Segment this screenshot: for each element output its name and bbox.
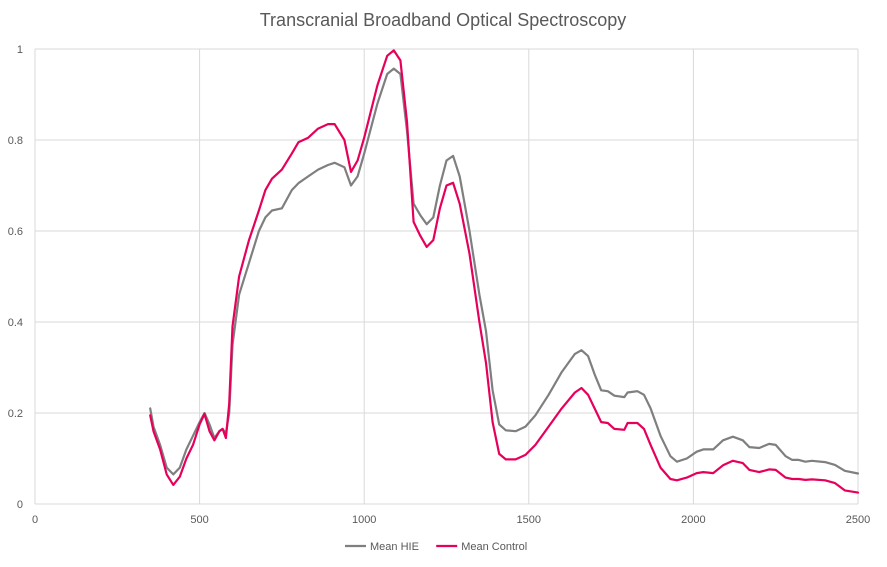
legend-item: Mean HIE <box>345 541 419 553</box>
series-line-mean-hie <box>149 67 860 476</box>
x-tick-label: 0 <box>32 514 38 526</box>
chart-title: Transcranial Broadband Optical Spectrosc… <box>260 10 627 30</box>
series-lines <box>149 49 860 494</box>
x-tick-label: 500 <box>190 514 208 526</box>
x-tick-label: 1500 <box>517 514 541 526</box>
legend-label: Mean HIE <box>370 541 419 553</box>
gridlines <box>34 48 859 505</box>
x-tick-label: 2000 <box>681 514 705 526</box>
legend-item: Mean Control <box>436 541 527 553</box>
tick-labels: 0 0.2 0.4 0.6 0.8 1 0 500 1000 1500 2000 2500 <box>8 44 871 526</box>
x-tick-label: 1000 <box>352 514 376 526</box>
series-line-mean-control <box>149 49 860 494</box>
y-tick-label: 0 <box>17 499 23 511</box>
y-tick-label: 0.4 <box>8 317 23 329</box>
y-tick-label: 0.2 <box>8 408 23 420</box>
x-tick-label: 2500 <box>846 514 870 526</box>
y-tick-label: 0.8 <box>8 135 23 147</box>
legend: Mean HIE Mean Control <box>345 541 527 553</box>
legend-label: Mean Control <box>461 541 527 553</box>
y-tick-label: 0.6 <box>8 226 23 238</box>
y-tick-label: 1 <box>17 44 23 56</box>
